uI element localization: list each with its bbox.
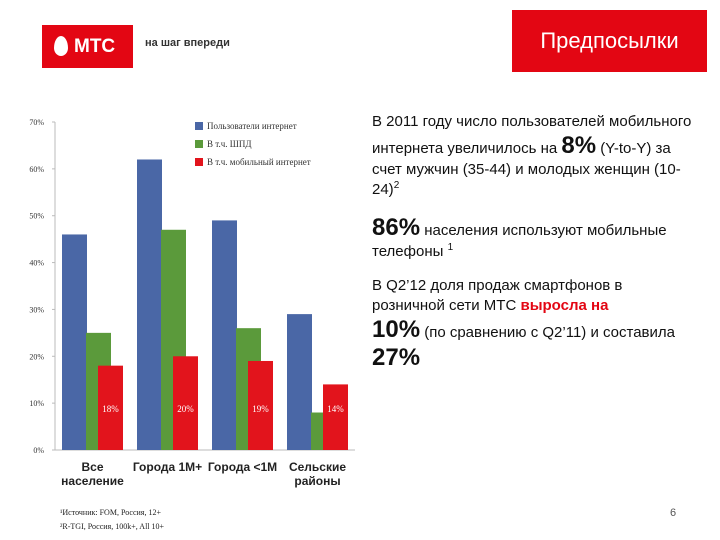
data-label: 14%: [327, 404, 344, 414]
y-tick-label: 50%: [29, 212, 44, 221]
legend-swatch: [195, 122, 203, 130]
footnotes: ¹Источник: FOM, Россия, 12+ ²R-TGI, Росси…: [60, 506, 164, 534]
y-tick-label: 10%: [29, 399, 44, 408]
text-span: 2: [393, 180, 400, 191]
slogan: на шаг впереди: [145, 37, 230, 49]
logo: МТС: [42, 25, 133, 68]
y-tick-label: 70%: [29, 118, 44, 127]
x-tick-label: Города 1М+: [132, 460, 203, 474]
y-tick-label: 30%: [29, 305, 44, 314]
data-label: 19%: [252, 404, 269, 414]
bar: [62, 234, 87, 450]
text-span: 10%: [372, 316, 421, 343]
legend-label: В т.ч. мобильный интернет: [207, 157, 311, 167]
text-span: (по сравнению с Q2’11) и составила: [420, 324, 675, 341]
text-span: В Q2’12 доля продаж смартфонов в розничн…: [372, 277, 623, 314]
text-span: 1: [447, 242, 454, 253]
bar: [98, 365, 123, 450]
bar: [287, 314, 312, 450]
footnote: ²R-TGI, Россия, 100k+, All 10+: [60, 522, 165, 531]
page-number: 6: [670, 507, 677, 519]
x-tick-label: Города <1М: [207, 460, 278, 474]
paragraph: В 2011 году число пользователей мобильно…: [372, 112, 692, 200]
y-tick-label: 40%: [29, 259, 44, 268]
text-span: 86%: [372, 214, 421, 241]
legend-label: В т.ч. ШПД: [207, 139, 252, 149]
legend-swatch: [195, 140, 203, 148]
bar: [248, 360, 273, 450]
legend-label: Пользователи интернет: [207, 121, 297, 131]
y-tick-label: 0%: [33, 446, 44, 455]
logo-egg: [54, 36, 68, 56]
x-tick-label: Все население: [61, 460, 124, 488]
slide-title: Предпосылки: [512, 10, 707, 72]
x-tick-label: Сельские районы: [288, 460, 347, 488]
bar: [323, 384, 348, 450]
text-span: (Y-to-Y) за счет мужчин (35-44) и молоды…: [372, 140, 681, 198]
paragraph: 86% населения используют мобильные телеф…: [372, 214, 692, 262]
legend-swatch: [195, 158, 203, 166]
chart: 0% 10% 20% 30% 40% 50% 60% 70% 18% 20% 19% 14% Польз…: [29, 118, 355, 455]
text-span: выросла на: [520, 297, 609, 314]
text-span: 27%: [372, 344, 421, 371]
logo-text: МТС: [74, 36, 116, 57]
paragraph: В Q2’12 доля продаж смартфонов в розничн…: [372, 276, 692, 372]
text-block: В 2011 году число пользователей мобильно…: [372, 112, 692, 386]
bar: [137, 159, 162, 450]
footnote: ¹Источник: FOM, Россия, 12+: [60, 508, 161, 517]
text-span: В 2011 году число пользователей мобильно…: [372, 113, 692, 157]
text-span: 8%: [561, 132, 597, 159]
bar: [173, 356, 198, 450]
data-label: 18%: [102, 404, 119, 414]
y-tick-label: 20%: [29, 352, 44, 361]
data-label: 20%: [177, 404, 194, 414]
y-tick-label: 60%: [29, 165, 44, 174]
bar: [212, 220, 237, 450]
text-span: населения используют мобильные телефоны: [372, 222, 667, 260]
